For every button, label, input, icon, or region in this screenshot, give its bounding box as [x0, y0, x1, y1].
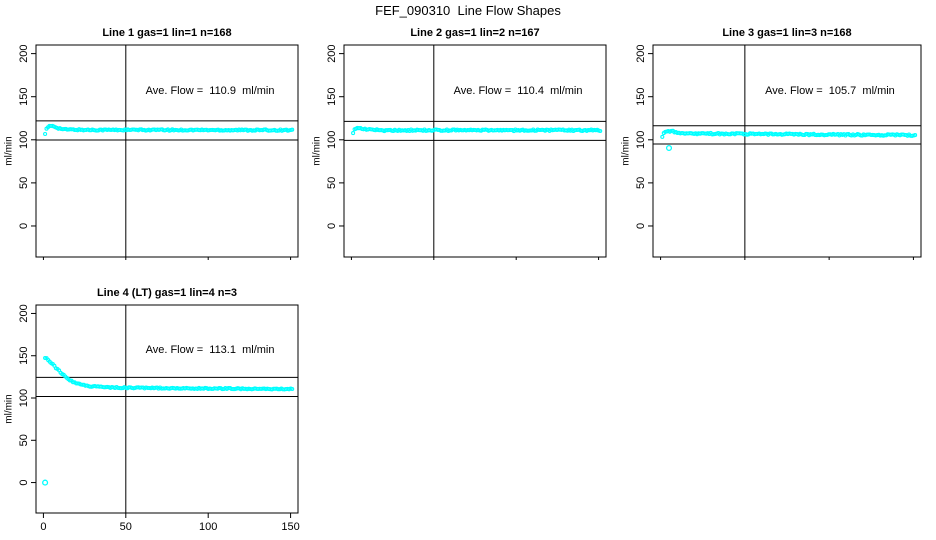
y-axis-label: ml/min [3, 136, 15, 166]
x-tick-label: 100 [199, 521, 217, 533]
flow-point [70, 380, 76, 385]
outlier-point [42, 479, 49, 486]
figure-title: FEF_090310 Line Flow Shapes [375, 3, 561, 18]
flow-point [290, 386, 295, 392]
x-tick-label: 150 [281, 521, 299, 533]
ave-flow-annotation: Ave. Flow = 105.7 ml/min [765, 84, 895, 97]
subplot-line4: 0 50 100 150 0 50 100 150 200 Line 4 (LT) gas=1 … [0, 260, 312, 540]
y-tick-label: 150 [18, 347, 30, 365]
y-tick-label: 0 [635, 223, 647, 229]
y-tick-label: 100 [18, 389, 30, 407]
subplot-title: Line 1 gas=1 lin=1 n=168 [102, 27, 232, 39]
subplot-title: Line 3 gas=1 lin=3 n=168 [722, 27, 852, 39]
x-tick-label: 50 [120, 521, 132, 533]
plot-frame [35, 44, 299, 258]
y-tick-label: 200 [635, 44, 647, 62]
y-tick-label: 150 [635, 88, 647, 106]
flow-point [351, 131, 356, 136]
y-tick-label: 0 [18, 223, 30, 229]
ave-flow-annotation: Ave. Flow = 113.1 ml/min [145, 343, 275, 356]
flow-point [669, 128, 674, 133]
y-tick-label: 100 [18, 131, 30, 149]
flow-point [290, 127, 295, 132]
flow-point [43, 131, 48, 137]
y-axis-label: ml/min [311, 136, 323, 166]
subplot-title: Line 2 gas=1 lin=2 n=167 [410, 27, 540, 39]
y-tick-label: 50 [18, 177, 30, 189]
y-tick-label: 0 [18, 479, 30, 485]
flow-point [913, 133, 918, 138]
plot-area-line4: 0 50 100 150 0 50 100 150 200 [18, 304, 300, 533]
y-axis-label: ml/min [3, 394, 15, 424]
y-tick-label: 150 [18, 88, 30, 106]
y-tick-label: 0 [326, 223, 338, 229]
flow-series [43, 123, 295, 137]
y-tick-label: 50 [326, 177, 338, 189]
flow-series [43, 355, 295, 392]
y-tick-label: 100 [326, 131, 338, 149]
x-tick-label: 0 [40, 521, 46, 533]
flow-series [351, 125, 603, 136]
y-tick-label: 50 [18, 434, 30, 446]
plot-frame [652, 44, 922, 258]
subplot-title: Line 4 (LT) gas=1 lin=4 n=3 [96, 287, 238, 299]
y-tick-label: 150 [326, 88, 338, 106]
y-tick-label: 200 [18, 44, 30, 62]
plot-frame [35, 304, 299, 514]
ave-flow-annotation: Ave. Flow = 110.4 ml/min [453, 84, 583, 97]
flow-series [660, 128, 918, 139]
y-axis-label: ml/min [620, 136, 632, 166]
flow-point [598, 128, 603, 134]
y-tick-label: 50 [635, 177, 647, 189]
y-tick-label: 200 [326, 44, 338, 62]
y-tick-label: 100 [635, 131, 647, 149]
y-tick-label: 200 [18, 304, 30, 322]
outlier-point [665, 144, 673, 152]
ave-flow-annotation: Ave. Flow = 110.9 ml/min [145, 84, 275, 97]
flow-point [660, 134, 665, 139]
plot-frame [343, 44, 607, 258]
